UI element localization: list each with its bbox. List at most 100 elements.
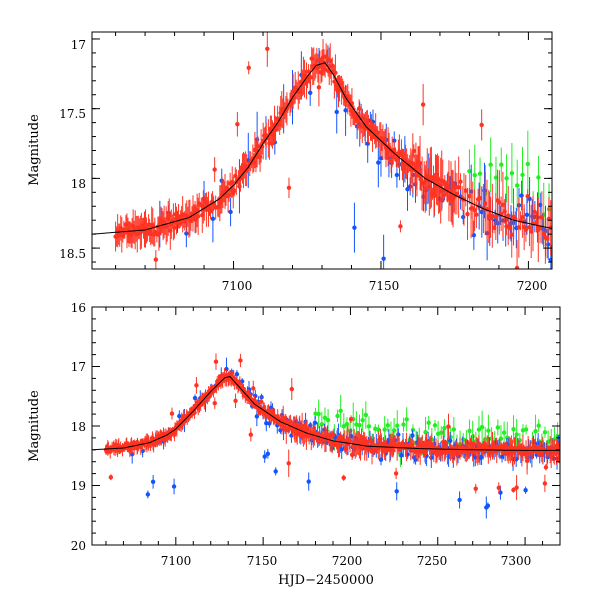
green-point xyxy=(525,161,531,167)
blue-point xyxy=(461,214,466,220)
bottom-data-points xyxy=(103,353,560,519)
top-ytick-label-18-5: 18.5 xyxy=(59,247,86,261)
blue-point xyxy=(471,233,477,238)
red-point xyxy=(238,358,243,363)
blue-point xyxy=(524,212,530,218)
bottom-y-axis-label: Magnitude xyxy=(27,390,42,462)
blue-point xyxy=(228,209,233,215)
red-point xyxy=(541,231,546,236)
red-point xyxy=(534,220,539,225)
blue-point xyxy=(264,421,269,426)
green-point xyxy=(542,430,548,435)
red-point xyxy=(330,63,335,69)
red-point xyxy=(324,56,330,61)
red-point xyxy=(265,46,270,52)
green-point xyxy=(423,430,428,435)
blue-point xyxy=(234,371,240,377)
red-point xyxy=(315,65,321,71)
red-point xyxy=(433,172,438,178)
red-point xyxy=(473,486,478,491)
red-point xyxy=(395,157,400,162)
blue-point xyxy=(381,256,386,261)
red-point xyxy=(401,165,406,171)
top-y-axis-label: Magnitude xyxy=(27,114,42,186)
green-point xyxy=(504,176,509,181)
red-point xyxy=(432,193,437,199)
red-point xyxy=(393,471,399,476)
blue-point xyxy=(394,172,400,178)
red-point xyxy=(108,475,114,480)
red-point xyxy=(446,424,451,429)
top-panel: 7100 7150 7200 17 17.5 18 18.5 Magnitude xyxy=(27,31,553,322)
blue-point xyxy=(210,216,216,222)
green-point xyxy=(489,436,494,441)
green-point xyxy=(410,427,416,433)
red-point xyxy=(198,278,202,282)
red-point xyxy=(506,213,511,218)
green-point xyxy=(442,425,447,431)
blue-point xyxy=(365,141,370,146)
red-point xyxy=(212,167,217,172)
red-point xyxy=(502,209,507,214)
red-point xyxy=(543,465,549,470)
red-point xyxy=(355,118,361,124)
blue-point xyxy=(177,413,182,419)
red-point xyxy=(309,56,314,61)
red-point xyxy=(463,188,468,193)
green-point xyxy=(520,172,525,178)
red-point xyxy=(341,475,346,481)
red-point xyxy=(509,232,514,237)
red-point xyxy=(281,415,287,421)
green-point xyxy=(382,427,387,432)
red-point xyxy=(527,225,532,230)
red-point xyxy=(539,215,545,220)
green-point xyxy=(385,423,391,428)
green-point xyxy=(515,183,520,188)
red-point xyxy=(504,224,509,229)
green-point xyxy=(338,408,343,414)
top-ytick-label-17-5: 17.5 xyxy=(59,107,86,121)
red-point xyxy=(286,461,291,466)
blue-point xyxy=(519,193,524,198)
red-point xyxy=(271,132,276,137)
green-point xyxy=(511,427,516,432)
blue-point xyxy=(184,231,189,236)
red-point xyxy=(532,209,537,215)
green-point xyxy=(376,427,381,432)
blue-point xyxy=(312,420,318,426)
green-point xyxy=(523,427,529,432)
blue-point xyxy=(474,318,478,322)
blue-point xyxy=(224,366,229,372)
green-point xyxy=(360,417,365,423)
blue-point xyxy=(334,109,339,115)
green-point xyxy=(391,428,397,433)
top-xtick-label-7100: 7100 xyxy=(222,279,253,293)
green-point xyxy=(477,171,483,176)
red-point xyxy=(318,70,324,75)
red-point xyxy=(496,485,501,490)
red-point xyxy=(259,399,264,404)
red-point xyxy=(288,419,293,424)
top-ticks xyxy=(92,32,552,269)
red-point xyxy=(226,192,232,198)
red-point xyxy=(375,130,380,135)
red-point xyxy=(194,383,199,388)
red-point xyxy=(507,225,513,231)
green-point xyxy=(325,417,331,423)
red-point xyxy=(169,411,175,416)
red-point xyxy=(417,160,423,166)
red-point xyxy=(381,136,387,141)
red-point xyxy=(423,186,428,192)
blue-point xyxy=(262,454,267,459)
blue-point xyxy=(456,314,460,318)
red-point xyxy=(458,179,463,184)
red-point xyxy=(441,192,446,198)
green-point xyxy=(479,424,485,430)
red-point xyxy=(516,225,522,230)
red-point xyxy=(333,70,338,75)
blue-point xyxy=(352,225,357,230)
blue-point xyxy=(273,469,278,474)
green-point xyxy=(509,170,515,176)
blue-point xyxy=(171,484,177,489)
